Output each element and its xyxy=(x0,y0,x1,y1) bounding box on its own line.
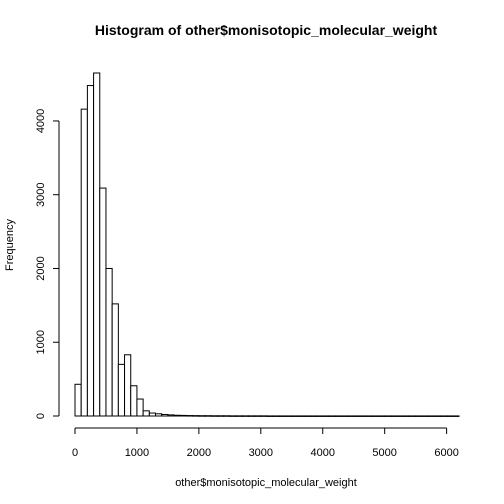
histogram-bar xyxy=(347,415,355,417)
histogram-bar xyxy=(204,415,212,417)
bars-group xyxy=(74,72,460,417)
histogram-bar xyxy=(93,72,101,417)
histogram-bar xyxy=(148,412,157,417)
histogram-bar xyxy=(247,415,256,417)
histogram-bar xyxy=(415,415,423,417)
histogram-bar xyxy=(235,415,243,417)
histogram-bar xyxy=(80,108,88,417)
histogram-bar xyxy=(334,415,342,417)
x-tick-label: 3000 xyxy=(249,447,273,459)
histogram-bar xyxy=(260,415,268,417)
x-tick-label: 4000 xyxy=(310,447,334,459)
histogram-bar xyxy=(390,415,398,417)
histogram-bar xyxy=(198,415,206,417)
histogram-bar xyxy=(421,415,429,417)
histogram-bar xyxy=(86,85,95,417)
histogram-bar xyxy=(359,415,367,417)
x-axis: 0 1000 2000 3000 4000 5000 6000 xyxy=(72,427,459,459)
histogram-bar xyxy=(192,415,200,417)
histogram-bar xyxy=(446,415,454,417)
histogram-bar xyxy=(340,415,349,417)
histogram-bar xyxy=(353,415,361,417)
y-tick-label: 1000 xyxy=(35,330,47,354)
histogram-bar xyxy=(254,415,262,417)
y-tick-label: 2000 xyxy=(35,256,47,280)
histogram-bar xyxy=(433,415,441,417)
histogram-bar xyxy=(99,187,107,417)
histogram-bar xyxy=(396,415,404,417)
histogram-bar xyxy=(377,415,386,417)
histogram-bar xyxy=(130,385,138,417)
x-tick-label: 2000 xyxy=(187,447,211,459)
histogram-bar xyxy=(173,414,181,417)
histogram-bar xyxy=(439,415,448,417)
histogram-bar xyxy=(185,415,194,417)
y-tick-label: 4000 xyxy=(35,109,47,133)
x-tick-label: 0 xyxy=(72,447,78,459)
histogram-bar xyxy=(117,363,126,417)
histogram-bar xyxy=(105,267,113,417)
histogram-bar xyxy=(272,415,280,417)
histogram-bar xyxy=(223,415,231,417)
histogram-bar xyxy=(371,415,379,417)
histogram-bar xyxy=(384,415,392,417)
x-axis-label: other$monisotopic_molecular_weight xyxy=(175,477,357,489)
y-axis-label: Frequency xyxy=(4,219,16,271)
x-tick-label: 5000 xyxy=(372,447,396,459)
histogram-bar xyxy=(309,415,318,417)
x-tick-label: 6000 xyxy=(434,447,458,459)
histogram-bar xyxy=(229,415,237,417)
histogram-bar xyxy=(365,415,373,417)
histogram-bar xyxy=(452,415,460,417)
histogram-bar xyxy=(161,414,169,417)
histogram-bar xyxy=(322,415,330,417)
histogram-bar xyxy=(427,415,435,417)
histogram-bar xyxy=(297,415,305,417)
chart-title: Histogram of other$monisotopic_molecular… xyxy=(95,22,438,38)
histogram-bar xyxy=(266,415,274,417)
histogram-bar xyxy=(402,415,410,417)
histogram-bar xyxy=(278,415,287,417)
y-axis: 0 1000 2000 3000 4000 xyxy=(35,109,60,419)
histogram-bar xyxy=(155,413,163,417)
histogram-bar xyxy=(124,354,132,417)
histogram-bar xyxy=(316,415,324,417)
histogram-bar xyxy=(285,415,293,417)
histogram-bar xyxy=(303,415,311,417)
histogram-bar xyxy=(136,398,144,417)
histogram-bar xyxy=(328,415,336,417)
histogram-bar xyxy=(179,414,187,417)
y-tick-label: 0 xyxy=(35,413,47,419)
x-tick-label: 1000 xyxy=(125,447,149,459)
histogram-bar xyxy=(241,415,249,417)
histogram-bar xyxy=(216,415,225,417)
y-tick-label: 3000 xyxy=(35,182,47,206)
histogram-bar xyxy=(210,415,218,417)
histogram-bar xyxy=(291,415,299,417)
histogram-bar xyxy=(408,415,417,417)
histogram-bar xyxy=(167,414,175,417)
histogram-bar xyxy=(111,303,119,417)
histogram-bar xyxy=(74,383,82,417)
histogram-bar xyxy=(142,410,150,417)
